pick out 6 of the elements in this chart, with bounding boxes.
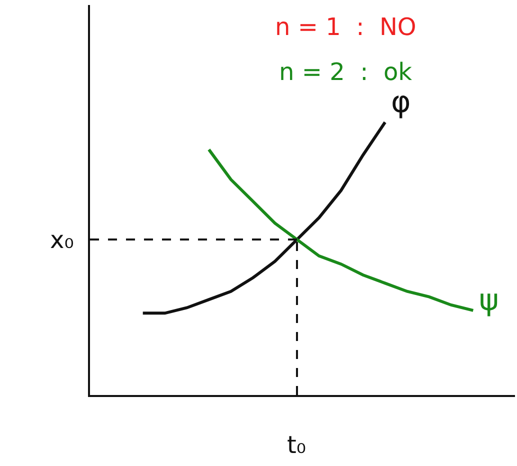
chart-subtitle: n = 2 : ok xyxy=(279,58,412,86)
series-label: ψ xyxy=(479,283,499,318)
ref-line-label: x₀ xyxy=(50,226,74,254)
series-label: φ xyxy=(391,85,411,120)
text: t₀ xyxy=(287,431,306,459)
chart-title: n = 1 : NO xyxy=(275,13,416,41)
